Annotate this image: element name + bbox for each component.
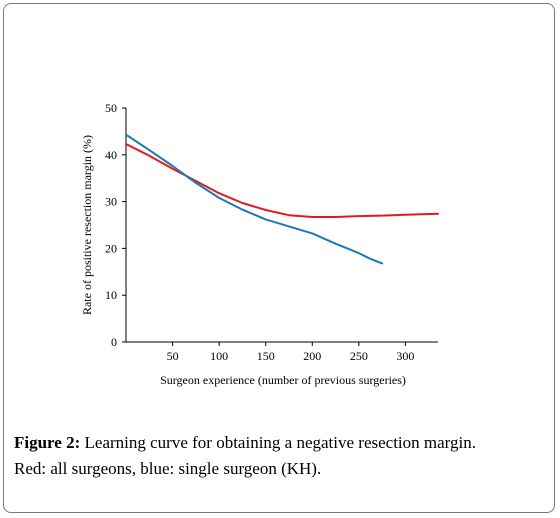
x-tick-label: 250 (350, 349, 368, 363)
figure-caption: Figure 2: Learning curve for obtaining a… (14, 430, 554, 482)
y-tick-label: 30 (105, 195, 117, 209)
blue-series-line (125, 133, 384, 265)
y-tick-label: 0 (111, 335, 117, 349)
y-axis-label: Rate of positive resection margin (%) (80, 135, 94, 315)
caption-line-1: Learning curve for obtaining a negative … (84, 433, 476, 452)
caption-line-2: Red: all surgeons, blue: single surgeon … (14, 459, 322, 478)
y-tick-label: 20 (105, 241, 117, 255)
x-tick-label: 150 (257, 349, 275, 363)
y-tick-label: 50 (105, 101, 117, 115)
figure-frame (3, 3, 555, 513)
x-tick-label: 200 (303, 349, 321, 363)
chart-series (125, 133, 439, 265)
chart-axes: 0 10 20 30 40 50 50 100 150 200 250 300 (105, 101, 438, 363)
y-tick-label: 10 (105, 288, 117, 302)
caption-label: Figure 2: (14, 433, 81, 452)
x-tick-label: 300 (396, 349, 414, 363)
red-series-line (125, 143, 439, 218)
y-tick-label: 40 (105, 148, 117, 162)
line-chart: 0 10 20 30 40 50 50 100 150 200 250 300 Surgeon exp… (80, 101, 439, 387)
x-tick-label: 100 (210, 349, 228, 363)
x-tick-label: 50 (167, 349, 179, 363)
x-axis-label: Surgeon experience (number of previous s… (160, 373, 406, 387)
